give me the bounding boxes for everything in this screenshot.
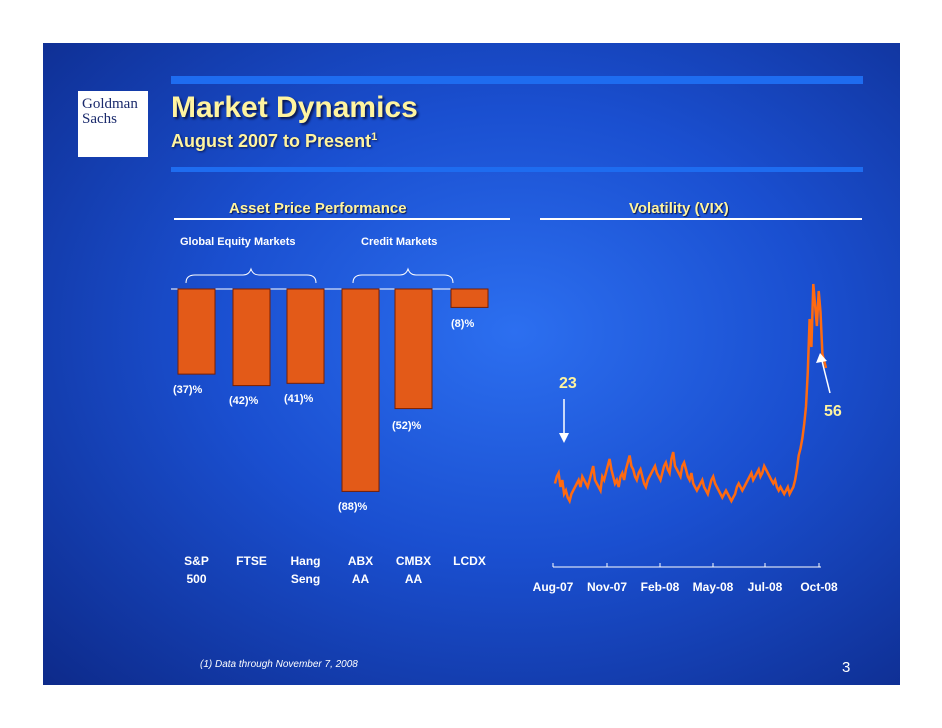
category-label-5-0: LCDX <box>453 554 486 568</box>
vix-tick-label-3: May-08 <box>693 580 734 594</box>
vix-series-line <box>553 283 828 505</box>
brace-equity <box>185 267 317 284</box>
section-rule-right <box>540 218 862 220</box>
slide: Goldman Sachs Market Dynamics August 200… <box>43 43 900 685</box>
arrow-23-head <box>559 433 569 443</box>
asset-performance-title: Asset Price Performance <box>229 200 407 217</box>
bar-3 <box>341 288 380 492</box>
bar-value-label-1: (42)% <box>229 395 259 407</box>
bar-0 <box>177 288 216 375</box>
bars-group <box>177 288 489 492</box>
bar-value-label-2: (41)% <box>284 393 314 405</box>
section-rule-left <box>174 218 510 220</box>
bar-5 <box>450 288 489 308</box>
vix-annotation-56: 56 <box>824 403 842 420</box>
bar-value-label-0: (37)% <box>173 384 203 396</box>
arrow-56-head <box>816 353 827 363</box>
category-label-2-0: Hang <box>291 554 321 568</box>
bar-category-labels: S&P 500 FTSE Hang Seng ABX AA CMBX AA LCDX <box>184 554 486 586</box>
vix-tick-label-5: Oct-08 <box>800 580 838 594</box>
vix-annotation-23: 23 <box>559 375 577 392</box>
group-label-equity: Global Equity Markets <box>180 236 296 248</box>
bar-value-label-4: (52)% <box>392 420 422 432</box>
vix-x-tick-labels: Aug-07 Nov-07 Feb-08 May-08 Jul-08 Oct-08 <box>533 580 838 594</box>
group-label-credit: Credit Markets <box>361 236 438 248</box>
category-label-4-1: AA <box>405 572 423 586</box>
bar-1 <box>232 288 271 387</box>
category-label-3-0: ABX <box>348 554 373 568</box>
goldman-sachs-logo: Goldman Sachs <box>78 91 148 157</box>
bar-chart: (37)% (42)% (41)% (88)% (52)% (8)% S&P 500 FTSE… <box>171 267 489 586</box>
category-label-0-1: 500 <box>186 572 206 586</box>
category-label-3-1: AA <box>352 572 370 586</box>
bar-2 <box>286 288 325 384</box>
vix-tick-label-4: Jul-08 <box>748 580 783 594</box>
vix-tick-label-0: Aug-07 <box>533 580 574 594</box>
page-subtitle: August 2007 to Present1 <box>171 131 378 151</box>
vix-line-chart: Aug-07 Nov-07 Feb-08 May-08 Jul-08 Oct-08 23 … <box>533 283 842 594</box>
charts-canvas: (37)% (42)% (41)% (88)% (52)% (8)% S&P 500 FTSE… <box>171 267 842 594</box>
page-number: 3 <box>842 659 851 676</box>
bar-4 <box>394 288 433 410</box>
vix-tick-label-2: Feb-08 <box>641 580 680 594</box>
vix-title: Volatility (VIX) <box>629 200 729 217</box>
bar-value-label-3: (88)% <box>338 501 368 513</box>
vix-x-ticks <box>552 563 820 567</box>
page-title: Market Dynamics <box>171 91 418 124</box>
arrow-56-shaft <box>821 360 831 394</box>
category-label-0-0: S&P <box>184 554 209 568</box>
category-label-4-0: CMBX <box>396 554 431 568</box>
category-label-1-0: FTSE <box>236 554 267 568</box>
footnote: (1) Data through November 7, 2008 <box>200 659 358 670</box>
bar-value-label-5: (8)% <box>451 318 474 330</box>
header-rule-bottom <box>171 167 863 172</box>
bar-value-labels: (37)% (42)% (41)% (88)% (52)% (8)% <box>173 318 474 513</box>
header-rule-top <box>171 76 863 84</box>
vix-tick-label-1: Nov-07 <box>587 580 627 594</box>
brace-credit <box>352 267 454 284</box>
category-label-2-1: Seng <box>291 572 320 586</box>
